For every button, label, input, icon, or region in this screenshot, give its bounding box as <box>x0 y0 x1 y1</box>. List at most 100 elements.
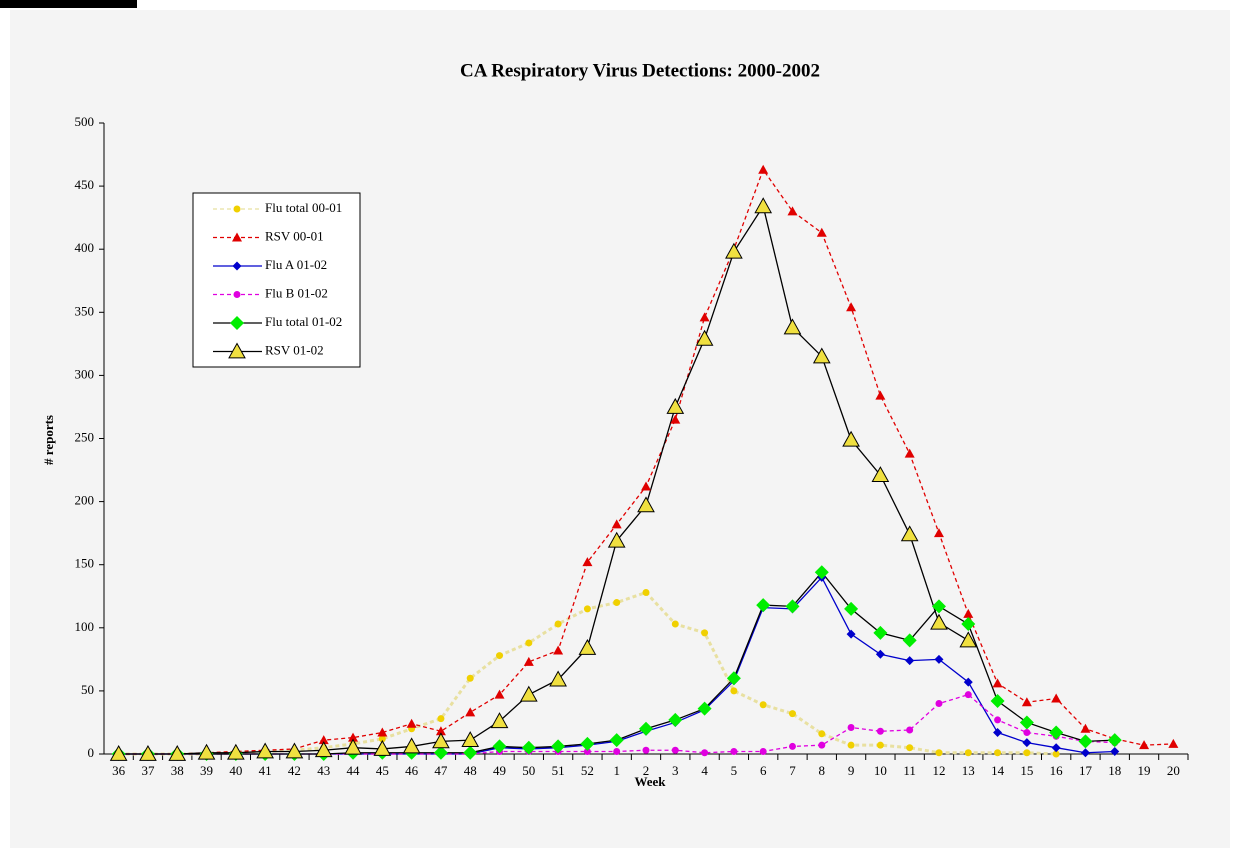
data-point <box>1023 749 1031 757</box>
legend-box <box>192 192 361 368</box>
data-point <box>787 206 798 216</box>
data-point <box>699 312 710 322</box>
legend-marker <box>233 205 241 213</box>
data-point <box>990 693 1005 708</box>
data-point <box>583 605 591 613</box>
data-point <box>583 747 591 755</box>
data-point <box>959 631 978 648</box>
data-point <box>402 737 421 754</box>
data-point <box>701 749 709 757</box>
data-point <box>670 414 681 424</box>
x-tick-label: 12 <box>932 763 945 778</box>
data-point <box>1049 725 1064 740</box>
data-point <box>642 588 650 596</box>
data-point <box>906 744 914 752</box>
data-point <box>876 741 884 749</box>
data-point <box>637 496 655 513</box>
data-point <box>759 747 767 755</box>
legend-label: Flu B 01-02 <box>265 285 328 300</box>
x-tick-label: 2 <box>643 763 650 778</box>
data-point <box>1168 738 1179 748</box>
y-tick-label: 50 <box>81 682 94 697</box>
data-point <box>348 732 359 742</box>
data-point <box>461 731 480 748</box>
x-tick-label: 7 <box>789 763 796 778</box>
data-point <box>494 689 505 699</box>
data-point <box>492 739 507 754</box>
data-point <box>523 656 534 666</box>
data-point <box>377 727 388 737</box>
data-point <box>671 620 679 628</box>
data-point <box>1080 723 1091 733</box>
data-point <box>580 736 595 751</box>
x-tick-label: 3 <box>672 763 679 778</box>
data-point <box>725 242 743 259</box>
data-point <box>754 197 773 214</box>
data-point <box>549 670 567 687</box>
data-point <box>906 726 914 734</box>
data-point <box>964 749 972 757</box>
legend-marker <box>233 291 241 298</box>
x-tick-label: 17 <box>1079 763 1093 778</box>
x-tick-label: 38 <box>171 763 184 778</box>
y-tick-label: 150 <box>75 556 95 571</box>
data-point <box>758 164 769 174</box>
data-point <box>844 601 859 616</box>
y-tick-label: 450 <box>75 177 95 192</box>
x-tick-label: 9 <box>848 763 855 778</box>
y-tick-label: 350 <box>75 303 95 318</box>
data-point <box>435 726 446 736</box>
x-tick-label: 46 <box>405 763 419 778</box>
data-point <box>197 743 216 760</box>
data-point <box>1019 715 1034 730</box>
data-point <box>759 701 767 709</box>
data-point <box>432 732 450 749</box>
data-point <box>875 649 885 659</box>
data-point <box>814 565 829 580</box>
data-point <box>613 747 621 755</box>
data-point <box>964 691 972 699</box>
data-point <box>842 430 860 447</box>
x-tick-label: 45 <box>376 763 389 778</box>
x-axis-label: Week <box>634 774 666 789</box>
data-point <box>611 519 622 529</box>
data-point <box>609 733 624 748</box>
data-point <box>373 739 392 756</box>
data-point <box>992 678 1003 688</box>
data-point <box>730 687 738 695</box>
x-tick-label: 39 <box>200 763 213 778</box>
data-point <box>551 739 566 754</box>
data-point <box>935 749 943 757</box>
x-tick-label: 19 <box>1138 763 1151 778</box>
x-tick-label: 48 <box>464 763 477 778</box>
x-tick-label: 5 <box>731 763 738 778</box>
data-point <box>1022 738 1032 748</box>
x-tick-label: 43 <box>317 763 330 778</box>
x-tick-label: 4 <box>701 763 708 778</box>
data-point <box>783 318 802 335</box>
y-tick-label: 400 <box>75 240 95 255</box>
x-tick-label: 18 <box>1108 763 1121 778</box>
data-point <box>378 735 386 743</box>
x-tick-label: 50 <box>522 763 535 778</box>
data-point <box>900 525 919 542</box>
x-tick-label: 1 <box>613 763 620 778</box>
data-point <box>961 617 976 632</box>
data-point <box>554 620 562 628</box>
data-point <box>935 700 943 708</box>
legend-label: Flu A 01-02 <box>265 257 327 272</box>
data-point <box>1023 729 1031 737</box>
data-point <box>109 744 128 761</box>
legend-marker <box>232 261 242 271</box>
data-point <box>876 727 884 735</box>
data-point <box>994 716 1002 724</box>
data-point <box>607 531 626 548</box>
data-point <box>904 448 915 458</box>
legend-marker <box>232 232 242 242</box>
y-tick-label: 250 <box>75 429 95 444</box>
x-tick-label: 44 <box>347 763 361 778</box>
data-point <box>756 598 771 613</box>
x-tick-label: 49 <box>493 763 506 778</box>
